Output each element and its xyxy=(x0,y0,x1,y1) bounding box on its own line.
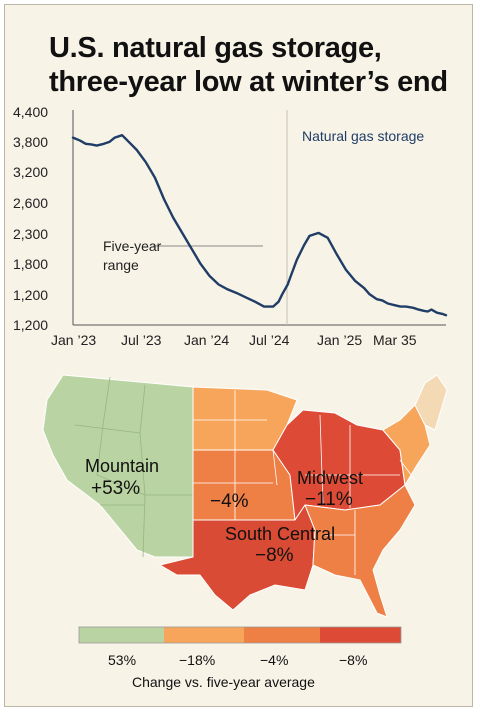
y-tick-label: 1,200 xyxy=(13,317,48,333)
map-state-border xyxy=(193,390,416,575)
series-line xyxy=(71,134,448,317)
legend-swatch xyxy=(320,627,401,643)
range-label-line-1: Five-year xyxy=(103,238,162,254)
series-label: Natural gas storage xyxy=(302,128,424,144)
map-region-southeast xyxy=(304,484,416,618)
map-label-region: South Central xyxy=(225,524,335,544)
legend-swatch xyxy=(79,627,164,643)
x-tick-label: Jan ’25 xyxy=(317,332,362,348)
title-line-1: U.S. natural gas storage, xyxy=(49,32,382,64)
legend-label: −18% xyxy=(179,652,215,668)
x-tick-label: Mar 35 xyxy=(373,332,417,348)
title-line-2: three-year low at winter’s end xyxy=(49,66,448,98)
infographic-card: U.S. natural gas storage, three-year low… xyxy=(4,4,473,707)
map-label-region: Mountain xyxy=(85,456,159,476)
x-tick-label: Jan ’23 xyxy=(51,332,96,348)
map-region-new-england xyxy=(414,374,448,431)
y-tick-label: 3,200 xyxy=(13,164,48,180)
y-tick-label: 2,300 xyxy=(13,226,48,242)
range-label-line-2: range xyxy=(103,257,139,273)
map-label-value: +53% xyxy=(91,478,140,499)
y-tick-label: 1,800 xyxy=(13,256,48,272)
legend: 53% −18% −4% −8% Change vs. five-year av… xyxy=(78,626,402,690)
map-label-value: −4% xyxy=(210,491,249,512)
legend-label: 53% xyxy=(108,652,136,668)
legend-label: −8% xyxy=(339,652,367,668)
y-tick-label: 1,200 xyxy=(13,287,48,303)
region-map: Mountain +53% −4% Midwest −11% South Cen… xyxy=(42,374,448,618)
x-tick-label: Jul ’24 xyxy=(249,332,290,348)
page-title: U.S. natural gas storage, three-year low… xyxy=(49,31,469,99)
chart-canvas: 4,400 3,800 3,200 2,600 2,300 1,800 1,20… xyxy=(13,104,448,690)
y-tick-label: 3,800 xyxy=(13,134,48,150)
line-chart: 4,400 3,800 3,200 2,600 2,300 1,800 1,20… xyxy=(13,104,448,348)
y-tick-label: 2,600 xyxy=(13,195,48,211)
legend-caption: Change vs. five-year average xyxy=(132,674,315,690)
x-tick-label: Jul ’23 xyxy=(121,332,162,348)
x-tick-label: Jan ’24 xyxy=(184,332,229,348)
legend-swatch xyxy=(244,627,320,643)
legend-label: −4% xyxy=(260,652,288,668)
y-tick-label: 4,400 xyxy=(13,104,48,120)
legend-swatch xyxy=(164,627,244,643)
map-label-value: −8% xyxy=(255,545,294,566)
map-label-value: −11% xyxy=(305,489,353,510)
map-label-region: Midwest xyxy=(297,468,363,488)
map-state-border xyxy=(74,376,193,558)
legend-frame xyxy=(78,626,402,644)
